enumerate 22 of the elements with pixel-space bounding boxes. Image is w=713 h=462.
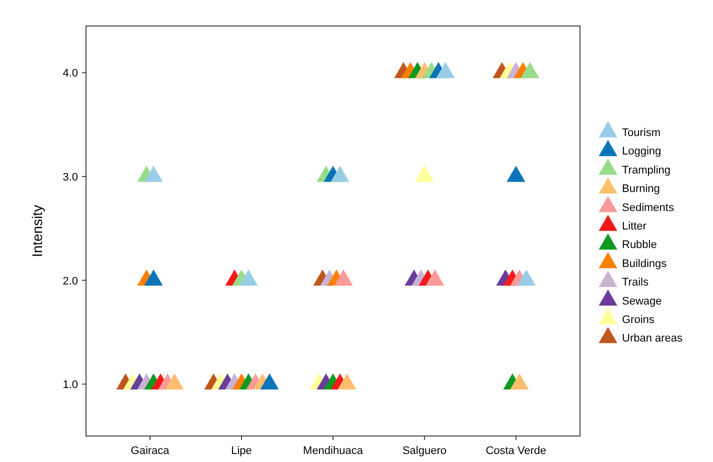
legend-label: Buildings [622, 258, 668, 270]
legend-label: Urban areas [622, 332, 684, 345]
legend-label: Tourism [622, 127, 661, 139]
x-tick-label: Mendihuaca [303, 445, 364, 457]
legend-label: Trampling [622, 164, 670, 176]
x-tick-label: Salguero [402, 445, 447, 457]
legend-label: Logging [622, 146, 662, 158]
x-tick-label: Lipe [231, 445, 252, 457]
legend-label: Groins [622, 314, 655, 326]
legend-label: Burning [622, 183, 660, 196]
legend-label: Litter [622, 220, 647, 232]
y-axis-title: Intensity [29, 204, 45, 258]
y-tick-label: 4.0 [62, 68, 78, 80]
y-tick-label: 2.0 [62, 275, 78, 288]
y-tick-label: 1.0 [62, 379, 78, 392]
legend-label: Rubble [622, 239, 657, 252]
legend-label: Sediments [622, 202, 674, 214]
x-tick-label: Costa Verde [486, 445, 546, 457]
x-tick-label: Gairaca [130, 445, 170, 457]
legend-label: Sewage [622, 295, 662, 308]
y-tick-label: 3.0 [62, 172, 78, 184]
legend-label: Trails [622, 276, 649, 289]
